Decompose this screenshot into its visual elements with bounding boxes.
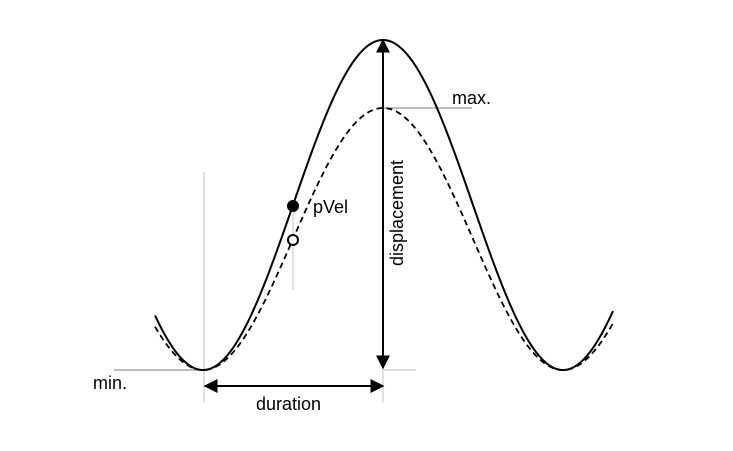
min-label: min.	[93, 373, 127, 393]
pvel-label: pVel	[313, 197, 348, 217]
displacement-label: displacement	[387, 160, 407, 266]
duration-label: duration	[256, 394, 321, 414]
pvel-filled-marker	[287, 200, 299, 212]
max-label: max.	[452, 88, 491, 108]
dashed-curve	[154, 107, 614, 371]
pvel-open-marker	[287, 234, 299, 246]
